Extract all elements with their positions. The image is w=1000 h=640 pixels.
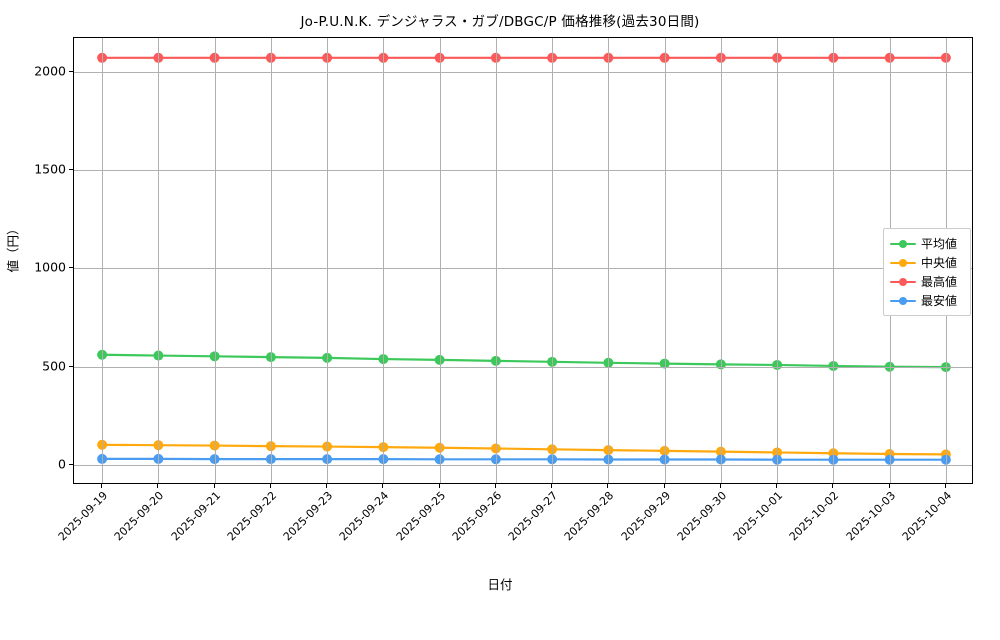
x-tick-mark — [326, 484, 328, 488]
x-tick-mark — [607, 484, 609, 488]
x-tick-label-text: 2025-09-26 — [449, 489, 505, 544]
legend-swatch-icon — [890, 237, 916, 251]
x-tick-mark — [832, 484, 834, 488]
y-tick-label: 0 — [58, 456, 66, 472]
y-axis-tick-labels: 0 500 1000 1500 2000 — [0, 37, 66, 484]
x-tick-label-text: 2025-09-27 — [505, 489, 561, 544]
x-gridline — [608, 38, 610, 483]
x-tick-mark — [101, 484, 103, 488]
y-tick-mark — [69, 169, 73, 171]
x-tick-label-text: 2025-09-22 — [224, 489, 280, 544]
legend-dot — [899, 239, 907, 248]
x-tick-label-text: 2025-10-03 — [843, 489, 898, 544]
y-tick-label: 1500 — [34, 161, 66, 177]
x-tick-label-text: 2025-10-04 — [899, 489, 955, 544]
legend-swatch-icon — [890, 256, 916, 270]
x-gridline — [495, 38, 497, 483]
legend-item[interactable]: 最安値 — [890, 291, 964, 310]
y-tick-label: 500 — [42, 358, 66, 374]
x-tick-mark — [494, 484, 496, 488]
x-tick-mark — [551, 484, 553, 488]
y-gridline — [74, 170, 972, 172]
series-line — [101, 457, 947, 461]
y-gridline — [74, 268, 972, 270]
x-tick-label: 2025-09-19 — [0, 489, 110, 630]
legend-label: 最高値 — [921, 275, 958, 289]
x-axis-tick-marks — [0, 484, 1000, 489]
y-tick-label: 2000 — [34, 63, 66, 79]
x-tick-label-text: 2025-09-30 — [674, 489, 730, 544]
chart-title: Jo-P.U.N.K. デンジャラス・ガブ/DBGC/P 価格推移(過去30日間… — [300, 14, 700, 30]
x-tick-label-text: 2025-09-29 — [618, 489, 673, 544]
x-axis-tick-labels: 2025-09-19 2025-09-20 2025-09-21 2025-09-22… — [0, 489, 1000, 569]
y-tick-mark — [69, 365, 73, 367]
x-gridline — [777, 38, 779, 483]
legend-label: 中央値 — [921, 256, 958, 270]
x-gridline — [664, 38, 666, 483]
chart-figure: Jo-P.U.N.K. デンジャラス・ガブ/DBGC/P 価格推移(過去30日間… — [0, 14, 1000, 592]
series-line — [101, 353, 947, 369]
x-axis-label: 日付 — [487, 577, 513, 592]
series-line — [101, 443, 947, 456]
x-gridline — [383, 38, 385, 483]
y-tick-label: 1000 — [34, 259, 66, 275]
y-axis-tick-marks — [69, 37, 74, 484]
x-tick-mark — [157, 484, 159, 488]
x-gridline — [552, 38, 554, 483]
y-tick-mark — [69, 267, 73, 269]
legend-dot — [899, 296, 907, 305]
x-gridline — [720, 38, 722, 483]
x-tick-mark — [888, 484, 890, 488]
x-tick-mark — [269, 484, 271, 488]
x-tick-mark — [944, 484, 946, 488]
x-gridline — [270, 38, 272, 483]
chart-legend: 平均値中央値最高値最安値 — [883, 228, 971, 316]
y-gridline — [74, 366, 972, 368]
x-tick-label-text: 2025-09-25 — [393, 489, 448, 544]
x-gridline — [102, 38, 104, 483]
y-tick-mark — [69, 71, 73, 73]
x-gridline — [833, 38, 835, 483]
x-tick-label-text: 2025-10-02 — [787, 489, 842, 544]
x-tick-label-text: 2025-09-24 — [337, 489, 392, 544]
x-tick-label-text: 2025-09-21 — [168, 489, 223, 544]
series-layer — [97, 52, 951, 465]
x-gridline — [214, 38, 216, 483]
y-tick-mark — [69, 463, 73, 465]
x-tick-label-text: 2025-09-19 — [55, 489, 111, 544]
x-gridline — [439, 38, 441, 483]
x-tick-label-text: 2025-10-01 — [730, 489, 786, 544]
x-tick-mark — [438, 484, 440, 488]
x-tick-label-text: 2025-09-23 — [280, 489, 336, 544]
x-tick-mark — [719, 484, 721, 488]
x-tick-mark — [663, 484, 665, 488]
legend-dot — [899, 258, 907, 267]
x-gridline — [327, 38, 329, 483]
legend-swatch-icon — [890, 294, 916, 308]
legend-swatch-icon — [890, 275, 916, 289]
legend-item[interactable]: 中央値 — [890, 253, 964, 272]
x-gridline — [158, 38, 160, 483]
plot-area — [73, 37, 973, 484]
x-tick-mark — [382, 484, 384, 488]
x-tick-mark — [776, 484, 778, 488]
legend-dot — [899, 277, 907, 286]
legend-item[interactable]: 平均値 — [890, 234, 964, 253]
legend-item[interactable]: 最高値 — [890, 272, 964, 291]
x-tick-label-text: 2025-09-28 — [562, 489, 617, 544]
x-tick-mark — [213, 484, 215, 488]
y-gridline — [74, 464, 972, 466]
y-gridline — [74, 72, 972, 74]
x-tick-label-text: 2025-09-20 — [112, 489, 167, 544]
legend-label: 最安値 — [921, 294, 958, 308]
legend-label: 平均値 — [921, 237, 958, 251]
